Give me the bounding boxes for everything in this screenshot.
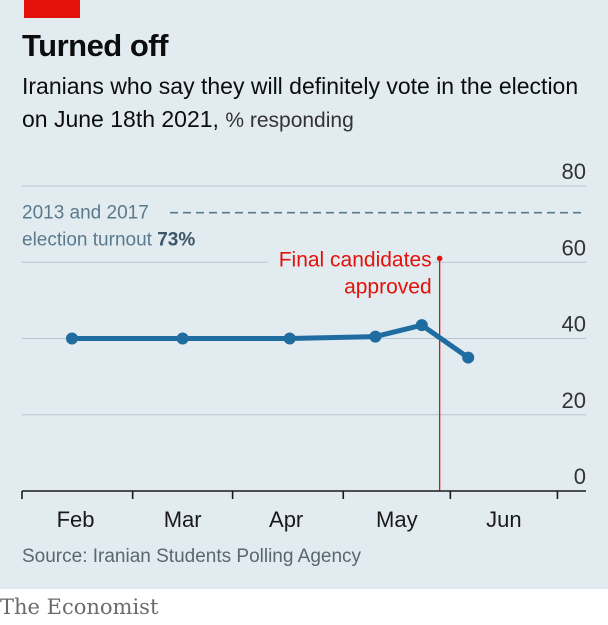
source-note: Source: Iranian Students Polling Agency (22, 546, 362, 567)
chart-title: Turned off (22, 28, 168, 63)
x-tick-label: Jun (486, 507, 521, 532)
annotation-dot (436, 255, 443, 262)
annotation-group: Final candidates approved (267, 244, 443, 491)
y-tick-label: 80 (562, 159, 586, 184)
publisher-logo: The Economist (0, 595, 159, 619)
unit-label: % responding (225, 109, 354, 132)
x-tick-label: Apr (269, 507, 303, 532)
y-tick-label: 0 (574, 464, 586, 489)
x-tick-label: May (376, 507, 418, 532)
data-point (369, 330, 382, 343)
data-point (65, 332, 78, 345)
brand-tag (24, 0, 80, 18)
x-tick-label: Mar (164, 507, 202, 532)
reference-line-group: 2013 and 2017 election turnout 73% (22, 203, 586, 251)
annotation-label: approved (344, 275, 432, 298)
data-point (176, 332, 189, 345)
data-point (415, 319, 428, 332)
y-tick-label: 40 (562, 312, 586, 337)
subtitle-text: Iranians who say they will definitely vo… (22, 73, 579, 132)
reference-label: election turnout 73% (22, 230, 195, 251)
data-point (462, 351, 475, 364)
chart-subtitle: Iranians who say they will definitely vo… (22, 70, 602, 137)
reference-label-text: election turnout (22, 230, 157, 251)
y-tick-label: 60 (562, 235, 586, 260)
x-axis: Feb Mar Apr May Jun (21, 490, 586, 532)
series-line (69, 322, 471, 361)
y-tick-label: 20 (562, 388, 586, 413)
reference-label-value: 73% (157, 230, 195, 251)
annotation-label: Final candidates (279, 248, 432, 271)
series-group (65, 319, 475, 364)
data-point (283, 332, 296, 345)
x-tick-label: Feb (57, 507, 95, 532)
reference-label: 2013 and 2017 (22, 203, 149, 224)
annotation-label-background (267, 244, 434, 297)
line-chart: 0 20 40 60 80 2013 and 2017 election turnout … (21, 159, 586, 532)
